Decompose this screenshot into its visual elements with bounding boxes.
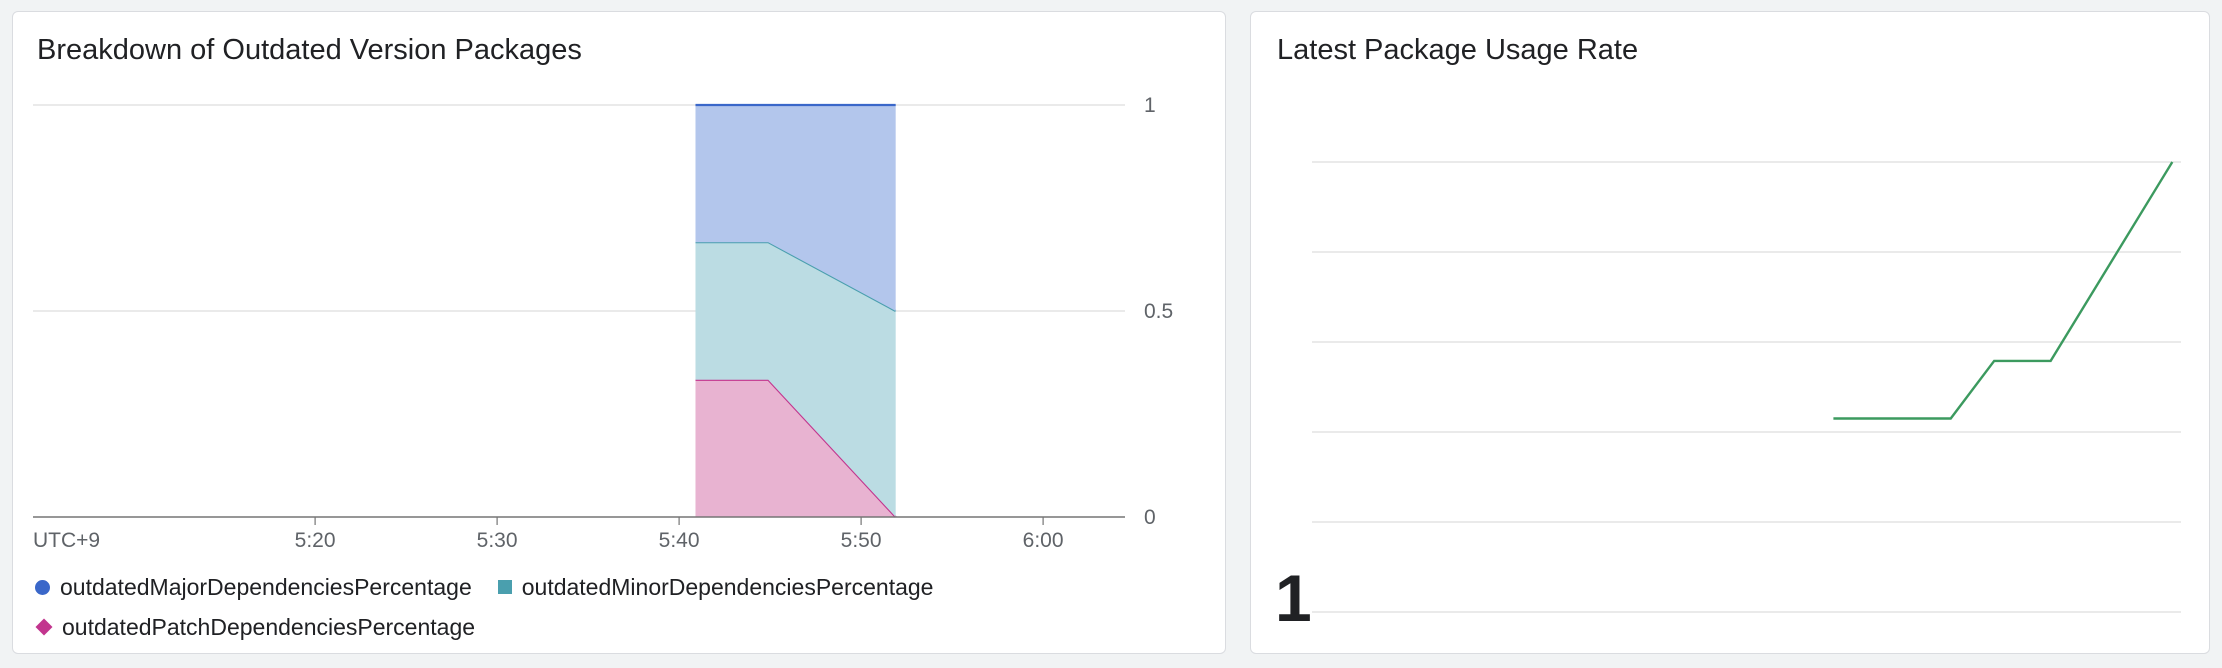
x-tick-label: 5:50	[841, 529, 882, 552]
x-tick-label: 5:40	[659, 529, 700, 552]
x-axis-label: UTC+9	[33, 529, 100, 552]
chart-legend: outdatedMajorDependenciesPercentage outda…	[35, 572, 1195, 642]
y-tick-label: 1	[1144, 94, 1156, 117]
outdated-breakdown-chart: 0 0.5 1 5:20 5:30 5:40 5:50 6:00 UTC+9	[33, 94, 1173, 552]
circle-marker-icon	[35, 579, 50, 595]
x-tick-label: 5:20	[295, 529, 336, 552]
panel-title-usage: Latest Package Usage Rate	[1277, 34, 1639, 66]
usage-rate-line	[1833, 161, 2174, 420]
legend-item[interactable]: outdatedMajorDependenciesPercentage	[35, 572, 472, 602]
legend-label: outdatedMinorDependenciesPercentage	[521, 574, 934, 600]
area-outdatedMajorDependenciesPercentage	[695, 105, 896, 311]
usage-rate-panel: Latest Package Usage Rate 1	[1250, 11, 2210, 654]
stat-value: 1	[1275, 561, 1312, 635]
legend-item[interactable]: outdatedPatchDependenciesPercentage	[35, 612, 475, 642]
legend-label: outdatedPatchDependenciesPercentage	[62, 614, 476, 640]
outdated-packages-panel: Breakdown of Outdated Version Packages 0…	[12, 11, 1226, 654]
area-outdatedMinorDependenciesPercentage	[695, 242, 896, 518]
usage-rate-chart	[1312, 161, 2181, 613]
x-tick-label: 5:30	[477, 529, 518, 552]
legend-item[interactable]: outdatedMinorDependenciesPercentage	[497, 572, 934, 602]
x-tick-label: 6:00	[1023, 529, 1064, 552]
y-tick-label: 0	[1144, 506, 1156, 529]
panel-title-outdated: Breakdown of Outdated Version Packages	[37, 34, 582, 66]
square-marker-icon	[497, 580, 512, 594]
y-tick-label: 0.5	[1144, 300, 1173, 323]
legend-label: outdatedMajorDependenciesPercentage	[60, 574, 472, 600]
area-outdatedPatchDependenciesPercentage	[695, 379, 896, 517]
diamond-marker-icon	[35, 618, 53, 636]
